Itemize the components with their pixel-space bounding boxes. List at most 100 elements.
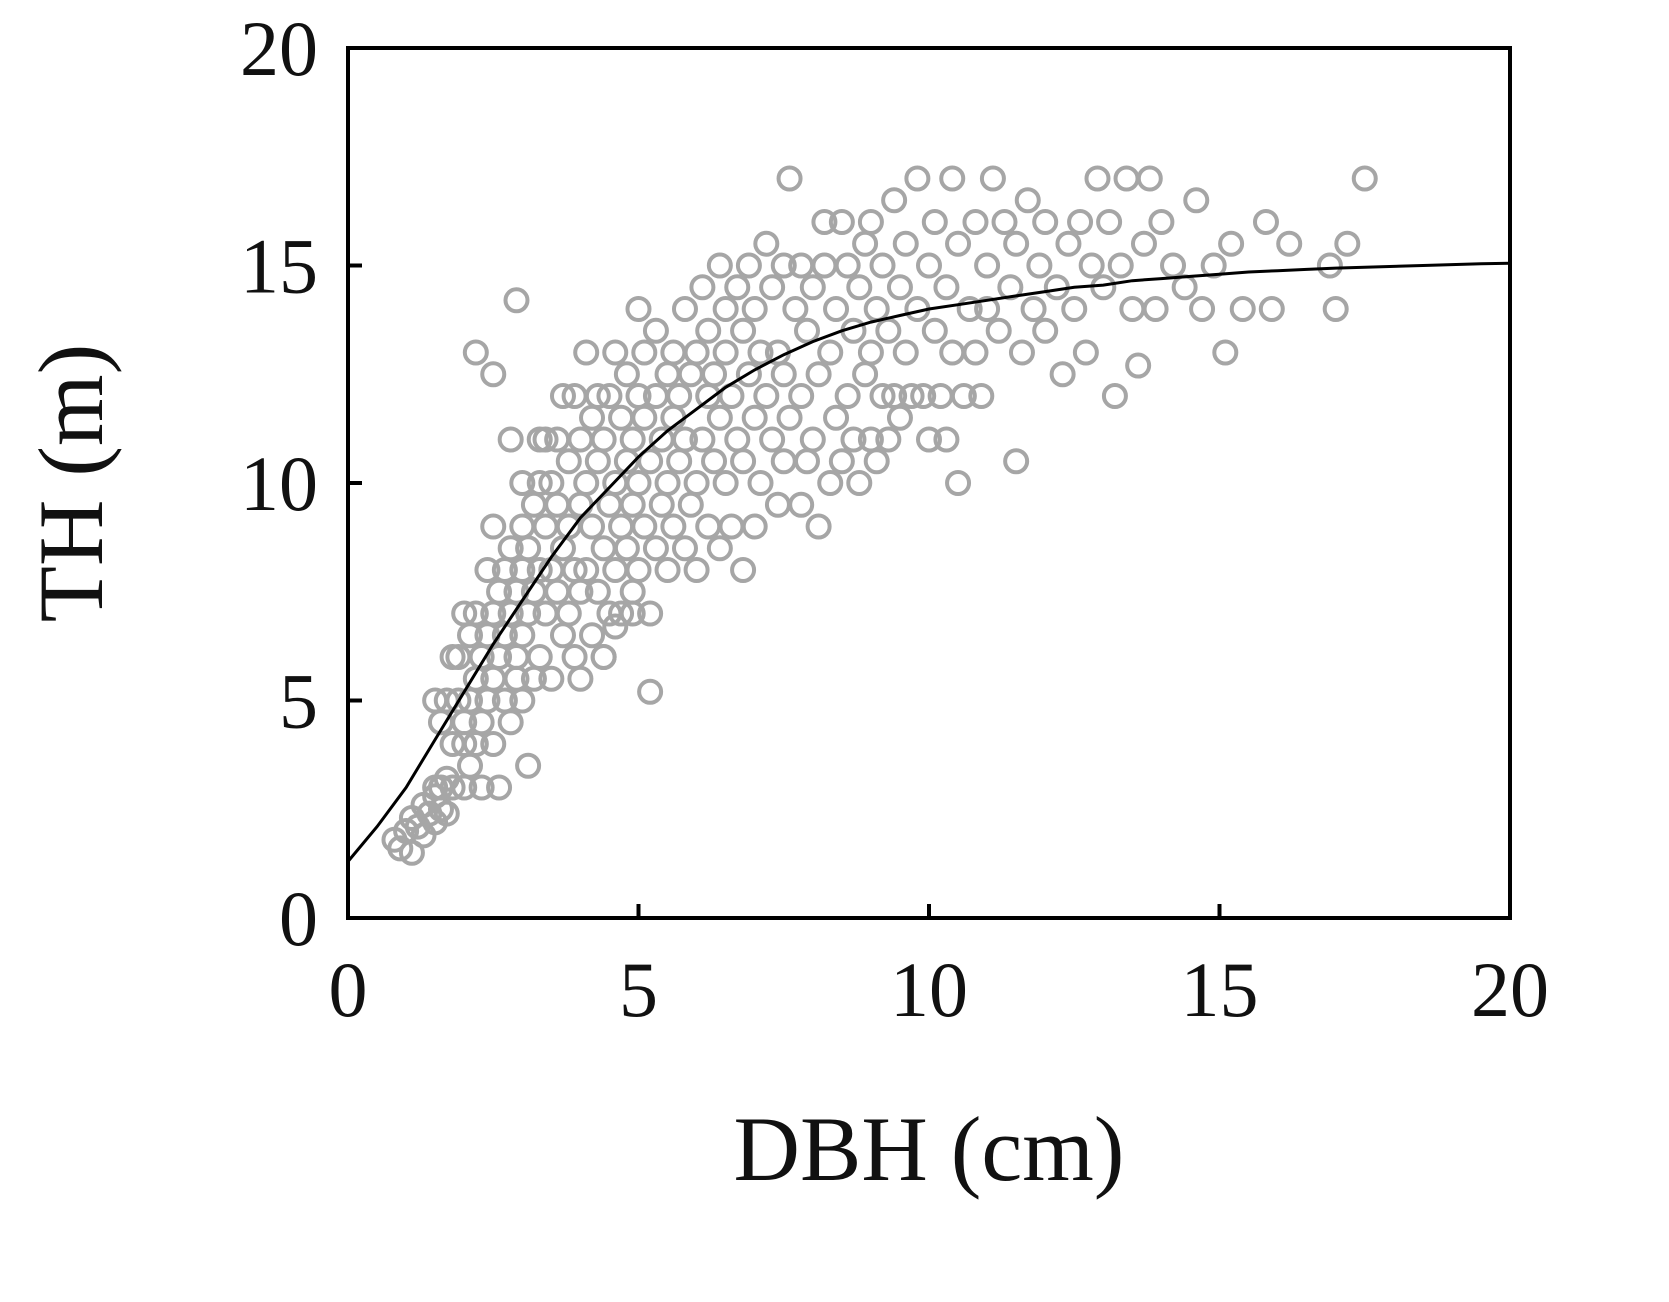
data-point	[666, 383, 693, 409]
data-point	[788, 383, 815, 409]
data-point	[1008, 339, 1035, 366]
data-point	[561, 644, 588, 670]
data-point	[799, 426, 826, 453]
data-point	[974, 252, 1001, 279]
data-point	[776, 165, 803, 192]
data-point	[637, 448, 664, 475]
data-point	[945, 230, 972, 257]
data-point	[852, 230, 879, 257]
data-point	[747, 470, 774, 496]
data-point	[689, 426, 716, 453]
data-point	[526, 470, 553, 496]
data-point	[933, 426, 960, 453]
data-point	[462, 600, 489, 627]
data-point	[706, 404, 733, 431]
data-point	[631, 339, 658, 366]
data-point	[764, 491, 791, 518]
x-tick-label: 5	[619, 946, 658, 1033]
data-point	[422, 774, 449, 801]
data-point	[579, 622, 606, 649]
data-point	[654, 361, 681, 388]
data-point	[805, 513, 832, 540]
data-point	[457, 752, 484, 779]
data-point	[793, 448, 820, 475]
data-point	[962, 209, 989, 235]
data-point	[701, 361, 728, 388]
data-point	[468, 774, 495, 801]
y-axis-label: TH (m)	[20, 344, 122, 622]
data-point	[637, 600, 664, 627]
data-point	[509, 470, 536, 496]
data-point	[509, 513, 536, 540]
data-point	[1189, 296, 1216, 322]
data-point	[520, 491, 547, 518]
data-point	[480, 361, 507, 388]
data-point	[648, 491, 675, 518]
data-point	[590, 644, 617, 670]
data-point	[439, 774, 466, 801]
data-point	[1276, 230, 1303, 257]
y-tick-label: 10	[240, 440, 318, 527]
data-point	[1072, 339, 1099, 366]
data-point	[1032, 317, 1059, 344]
fit-curve	[346, 261, 1511, 863]
data-point	[916, 252, 942, 279]
x-tick-label: 20	[1471, 946, 1549, 1033]
data-point	[549, 383, 576, 409]
data-point	[945, 470, 972, 496]
y-tick-label: 0	[279, 875, 318, 962]
data-point	[805, 361, 832, 388]
data-point	[869, 383, 896, 409]
data-point	[1020, 296, 1047, 322]
data-point	[1055, 230, 1082, 257]
data-point	[573, 470, 600, 496]
data-point	[753, 230, 780, 257]
data-point	[642, 535, 669, 562]
data-point	[1096, 209, 1123, 235]
data-point	[1160, 252, 1187, 279]
data-point	[544, 491, 571, 518]
data-point	[480, 513, 507, 540]
data-point	[590, 426, 617, 453]
data-point	[846, 274, 873, 301]
data-point	[1142, 296, 1169, 322]
data-point	[1014, 187, 1041, 214]
data-point	[532, 513, 559, 540]
data-point	[544, 578, 571, 605]
data-point	[526, 557, 553, 583]
data-point	[480, 731, 507, 757]
data-point	[433, 800, 460, 827]
data-point	[910, 383, 937, 409]
data-point	[968, 383, 995, 409]
data-point	[921, 209, 948, 235]
data-point	[1229, 296, 1256, 322]
data-point	[579, 404, 606, 431]
data-point	[933, 274, 960, 301]
data-point	[555, 600, 582, 627]
data-point	[1084, 165, 1111, 192]
data-point	[1101, 383, 1128, 409]
data-point	[1119, 296, 1146, 322]
data-point	[962, 339, 989, 366]
y-tick-label: 15	[240, 223, 318, 310]
data-point	[497, 535, 524, 562]
data-point	[642, 317, 669, 344]
data-point	[939, 165, 966, 192]
data-point	[1322, 296, 1349, 322]
x-axis-label: DBH (cm)	[734, 1098, 1125, 1200]
data-point	[671, 296, 698, 322]
data-point	[515, 535, 542, 562]
x-axis-ticks: 0 5 10 15 20	[329, 904, 1549, 1033]
data-point	[1148, 209, 1175, 235]
data-point	[892, 230, 919, 257]
data-point	[701, 448, 728, 475]
data-point	[916, 426, 942, 453]
data-point	[398, 839, 425, 866]
data-point	[1130, 230, 1157, 257]
data-point	[619, 578, 646, 605]
data-point	[579, 513, 606, 540]
data-point	[828, 209, 855, 235]
data-point	[613, 535, 640, 562]
data-point	[799, 274, 826, 301]
